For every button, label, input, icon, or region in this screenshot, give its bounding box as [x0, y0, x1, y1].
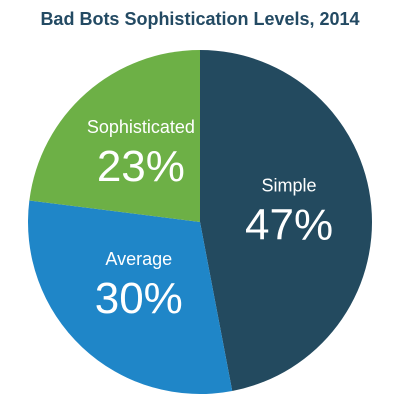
- slice-value-average: 30%: [95, 274, 183, 323]
- slice-value-simple: 47%: [245, 201, 333, 250]
- pie-slice-average: [27, 200, 233, 394]
- chart-title: Bad Bots Sophistication Levels, 2014: [40, 9, 360, 29]
- slice-label-average: Average: [105, 249, 172, 269]
- slice-label-sophisticated: Sophisticated: [87, 117, 195, 137]
- slice-label-simple: Simple: [262, 176, 317, 196]
- pie-slice-sophisticated: [29, 50, 200, 222]
- slice-value-sophisticated: 23%: [97, 142, 185, 191]
- pie-slice-simple: [200, 50, 373, 391]
